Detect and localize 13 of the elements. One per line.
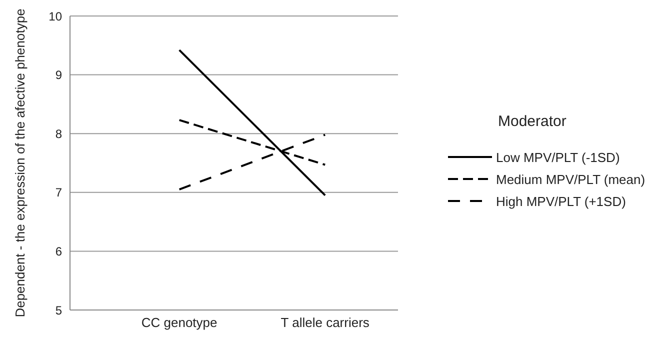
legend-label: Medium MPV/PLT (mean) [496, 172, 646, 186]
y-tick-label: 5 [55, 303, 62, 318]
y-tick-label: 10 [48, 9, 62, 24]
y-tick-label: 6 [55, 244, 62, 258]
legend-title: Moderator [498, 113, 568, 130]
legend-label: Low MPV/PLT (-1SD) [496, 150, 620, 164]
y-tick-label: 8 [55, 126, 62, 141]
y-tick-label: 7 [55, 186, 62, 200]
x-tick-label: T allele carriers [280, 315, 370, 330]
y-axis-title: Dependent - the expression of the afective phenotype [12, 8, 28, 318]
y-tick-label: 9 [55, 68, 62, 82]
legend-label: High MPV/PLT (+1SD) [496, 194, 626, 208]
x-tick-label: CC genotype [141, 315, 218, 330]
